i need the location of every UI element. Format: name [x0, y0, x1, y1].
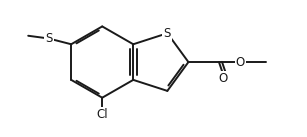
Text: O: O	[218, 72, 227, 85]
Text: O: O	[236, 56, 245, 68]
Text: Cl: Cl	[96, 108, 108, 121]
Text: S: S	[45, 32, 52, 45]
Text: S: S	[164, 27, 171, 40]
